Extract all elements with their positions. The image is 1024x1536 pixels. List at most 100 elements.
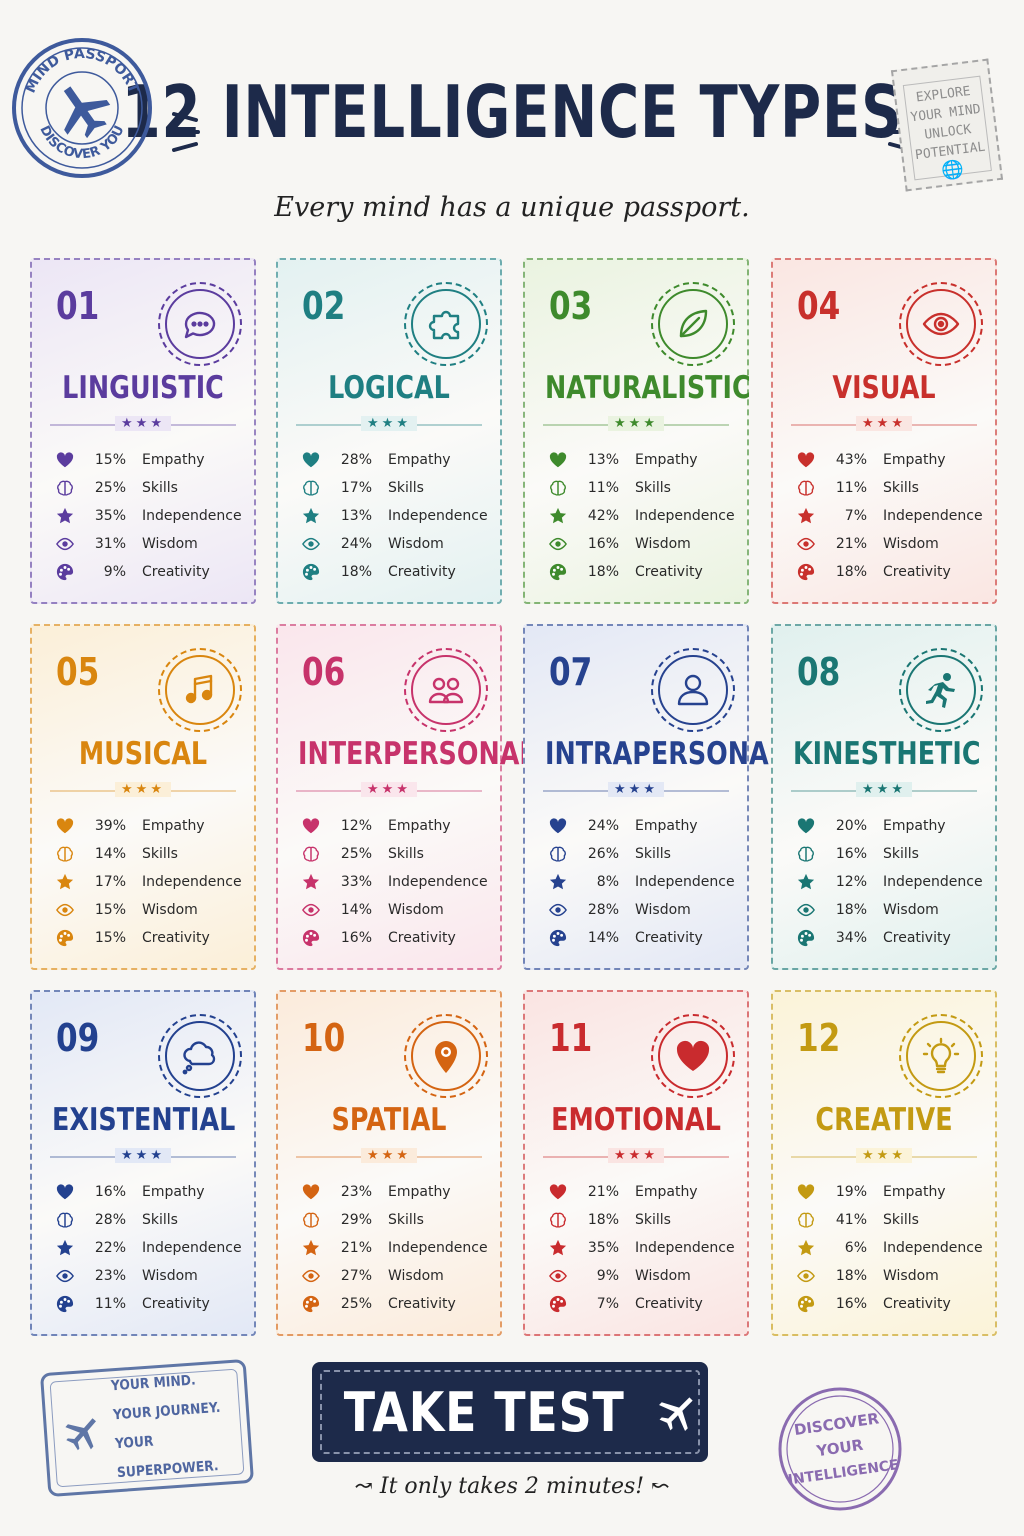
stat-row: 11% Skills bbox=[547, 474, 737, 502]
stat-independence-icon bbox=[300, 872, 322, 892]
stat-skills-icon bbox=[300, 478, 322, 498]
stat-skills-icon bbox=[795, 1210, 817, 1230]
intelligence-card[interactable]: 11 EMOTIONAL ★★★ 21% Empathy 18% Skills … bbox=[523, 990, 749, 1336]
intelligence-card[interactable]: 09 EXISTENTIAL ★★★ 16% Empathy 28% Skill… bbox=[30, 990, 256, 1336]
card-number: 06 bbox=[302, 650, 346, 694]
stat-value: 28% bbox=[340, 452, 372, 468]
stat-value: 11% bbox=[94, 1296, 126, 1312]
stat-value: 9% bbox=[103, 564, 126, 580]
stat-empathy-icon bbox=[300, 1182, 322, 1202]
stat-label: Creativity bbox=[142, 1296, 210, 1312]
card-number: 05 bbox=[56, 650, 100, 694]
stat-value: 27% bbox=[340, 1268, 372, 1284]
stamp-br-line: INTELLIGENCE bbox=[787, 1457, 900, 1488]
stat-label: Empathy bbox=[883, 818, 946, 834]
stat-row: 8% Independence bbox=[547, 868, 737, 896]
stat-row: 13% Independence bbox=[300, 502, 490, 530]
stat-creativity-icon bbox=[300, 1294, 322, 1314]
stat-label: Independence bbox=[388, 874, 488, 890]
stat-wisdom-icon bbox=[300, 900, 322, 920]
stat-label: Creativity bbox=[388, 1296, 456, 1312]
intelligence-card[interactable]: 10 SPATIAL ★★★ 23% Empathy 29% Skills 21… bbox=[276, 990, 502, 1336]
card-number: 09 bbox=[56, 1016, 100, 1060]
stat-label: Creativity bbox=[635, 1296, 703, 1312]
stat-label: Independence bbox=[388, 1240, 488, 1256]
divider-stars: ★★★ bbox=[278, 782, 500, 797]
stat-row: 21% Empathy bbox=[547, 1178, 737, 1206]
divider-stars: ★★★ bbox=[525, 1148, 747, 1163]
stat-creativity-icon bbox=[795, 562, 817, 582]
stat-row: 15% Empathy bbox=[54, 446, 244, 474]
stat-label: Empathy bbox=[142, 818, 205, 834]
stats-list: 12% Empathy 25% Skills 33% Independence … bbox=[300, 812, 490, 952]
stat-wisdom-icon bbox=[300, 1266, 322, 1286]
intelligence-card[interactable]: 12 CREATIVE ★★★ 19% Empathy 41% Skills 6… bbox=[771, 990, 997, 1336]
stats-list: 20% Empathy 16% Skills 12% Independence … bbox=[795, 812, 985, 952]
stat-value: 28% bbox=[94, 1212, 126, 1228]
stat-value: 24% bbox=[340, 536, 372, 552]
stat-row: 28% Skills bbox=[54, 1206, 244, 1234]
cta-note-text: It only takes 2 minutes! bbox=[379, 1474, 645, 1499]
stat-value: 28% bbox=[587, 902, 619, 918]
map-pin-icon bbox=[411, 1021, 481, 1091]
stat-row: 16% Creativity bbox=[795, 1290, 985, 1318]
stat-value: 14% bbox=[94, 846, 126, 862]
stat-label: Creativity bbox=[635, 564, 703, 580]
stat-label: Creativity bbox=[635, 930, 703, 946]
stat-independence-icon bbox=[795, 872, 817, 892]
stats-list: 21% Empathy 18% Skills 35% Independence … bbox=[547, 1178, 737, 1318]
card-title: INTRAPERSONAL bbox=[544, 736, 785, 772]
stat-label: Wisdom bbox=[635, 536, 691, 552]
stat-independence-icon bbox=[795, 506, 817, 526]
stat-independence-icon bbox=[54, 506, 76, 526]
intelligence-card[interactable]: 04 VISUAL ★★★ 43% Empathy 11% Skills 7% … bbox=[771, 258, 997, 604]
intelligence-card[interactable]: 08 KINESTHETIC ★★★ 20% Empathy 16% Skill… bbox=[771, 624, 997, 970]
take-test-button[interactable]: TAKE TEST bbox=[312, 1362, 708, 1462]
intelligence-card[interactable]: 02 LOGICAL ★★★ 28% Empathy 17% Skills 13… bbox=[276, 258, 502, 604]
stat-row: 27% Wisdom bbox=[300, 1262, 490, 1290]
card-badge bbox=[651, 1014, 735, 1098]
stats-list: 19% Empathy 41% Skills 6% Independence 1… bbox=[795, 1178, 985, 1318]
stat-independence-icon bbox=[795, 1238, 817, 1258]
stat-label: Empathy bbox=[142, 452, 205, 468]
intelligence-card[interactable]: 07 INTRAPERSONAL ★★★ 24% Empathy 26% Ski… bbox=[523, 624, 785, 970]
music-note-icon bbox=[165, 655, 235, 725]
stat-creativity-icon bbox=[547, 928, 569, 948]
airplane-icon bbox=[65, 1418, 96, 1451]
intelligence-card[interactable]: 05 MUSICAL ★★★ 39% Empathy 14% Skills 17… bbox=[30, 624, 256, 970]
stat-label: Empathy bbox=[142, 1184, 205, 1200]
stat-value: 35% bbox=[587, 1240, 619, 1256]
stat-label: Independence bbox=[635, 874, 735, 890]
stat-skills-icon bbox=[54, 478, 76, 498]
stat-skills-icon bbox=[54, 844, 76, 864]
heart-icon bbox=[658, 1021, 728, 1091]
airplane-icon bbox=[659, 1397, 693, 1431]
stat-row: 18% Creativity bbox=[795, 558, 985, 586]
stat-wisdom-icon bbox=[300, 534, 322, 554]
card-number: 07 bbox=[549, 650, 593, 694]
intelligence-card[interactable]: 01 LINGUISTIC ★★★ 15% Empathy 25% Skills… bbox=[30, 258, 256, 604]
stat-label: Skills bbox=[388, 1212, 424, 1228]
intelligence-card[interactable]: 03 NATURALISTIC ★★★ 13% Empathy 11% Skil… bbox=[523, 258, 751, 604]
stat-label: Creativity bbox=[142, 930, 210, 946]
stat-empathy-icon bbox=[547, 816, 569, 836]
airplane-icon bbox=[63, 86, 111, 139]
intelligence-card[interactable]: 06 INTERPERSONAL ★★★ 12% Empathy 25% Ski… bbox=[276, 624, 536, 970]
divider-stars: ★★★ bbox=[32, 1148, 254, 1163]
stat-value: 35% bbox=[94, 508, 126, 524]
card-number: 10 bbox=[302, 1016, 346, 1060]
stat-row: 24% Empathy bbox=[547, 812, 737, 840]
stat-label: Independence bbox=[635, 508, 735, 524]
card-title: LINGUISTIC bbox=[62, 370, 224, 406]
stat-value: 16% bbox=[340, 930, 372, 946]
stat-value: 16% bbox=[835, 846, 867, 862]
card-badge bbox=[404, 648, 488, 732]
stat-row: 26% Skills bbox=[547, 840, 737, 868]
stat-value: 15% bbox=[94, 902, 126, 918]
stamp-tl-line2: DISCOVER YOU bbox=[36, 123, 127, 162]
stat-value: 25% bbox=[340, 1296, 372, 1312]
stats-list: 23% Empathy 29% Skills 21% Independence … bbox=[300, 1178, 490, 1318]
stat-value: 39% bbox=[94, 818, 126, 834]
stat-label: Empathy bbox=[388, 818, 451, 834]
stat-value: 18% bbox=[835, 902, 867, 918]
